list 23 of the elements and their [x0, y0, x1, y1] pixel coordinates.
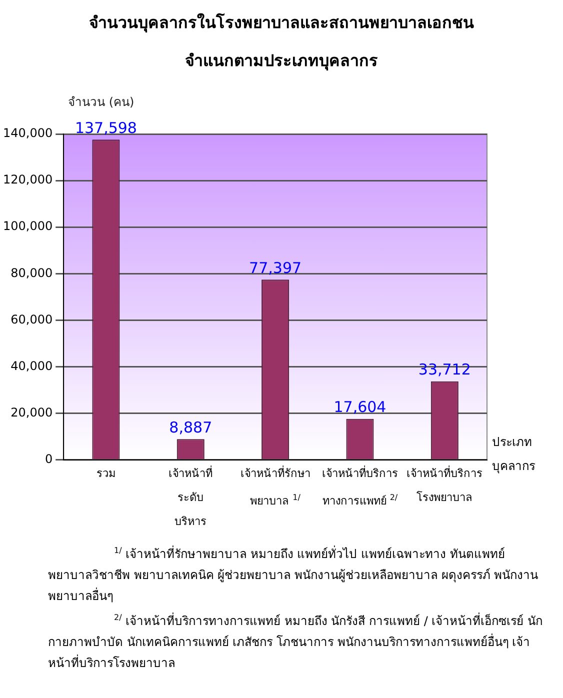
- x-axis-title: ประเภท บุคลากร: [492, 434, 536, 476]
- text: $^{2/}$ เจ้าหน้าที่บริการทางการแพทย์ หมายถึง นักรังสี การแพทย์ / เจ้าหน้าที่เอ็กซเรย์ นักกายภาพบำบัด นักเทคนิคการแพทย์ เภสัชกร โภชนาการ พนักงานบริการทางการแพทย์อื่นๆ เจ้าหน้าที่บริการโรงพยาบาล: [48, 612, 544, 672]
- y-tick-label: 80,000: [10, 266, 53, 280]
- y-tick-label: 0: [44, 452, 53, 466]
- x-tick-label: เจ้าหน้าที่บริการโรงพยาบาล: [406, 464, 484, 506]
- y-axis-title: จำนวน (คน): [68, 94, 134, 111]
- category-label: เจ้าหน้าที่รักษาพยาบาล $^{1/}$: [240, 467, 310, 508]
- y-tick-label: 20,000: [10, 405, 53, 420]
- category-label: เจ้าหน้าที่บริการทางการแพทย์ $^{2/}$: [322, 467, 398, 508]
- y-tick-label: 120,000: [3, 172, 53, 187]
- chart-subtitle: จำแนกตามประเภทบุคลากร: [184, 50, 379, 72]
- x-tick-label: เจ้าหน้าที่ระดับบริหาร: [168, 464, 214, 530]
- y-tick-label: 40,000: [10, 358, 53, 373]
- x-tick-label: รวม: [95, 466, 116, 482]
- text: $^{1/}$ เจ้าหน้าที่รักษาพยาบาล หมายถึง แพทย์ทั่วไป แพทย์เฉพาะทาง ทันตแพทย์ พยาบาลวิชาชีพ พยาบาลเทคนิค ผู้ช่วยพยาบาล พนักงานผู้ช่วยเหลือพยาบาล ผดุงครรภ์ พนักงานพยาบาลอื่นๆ: [48, 544, 540, 605]
- y-tick-label: 100,000: [3, 219, 53, 234]
- data-label: 77,397: [249, 259, 302, 278]
- chart-title: จำนวนบุคลากรในโรงพยาบาลและสถานพยาบาลเอกชน: [88, 12, 475, 34]
- data-label: 137,598: [74, 118, 137, 137]
- y-tick-label: 140,000: [3, 126, 53, 140]
- data-label: 17,604: [334, 398, 386, 416]
- y-tick-label: 60,000: [10, 312, 53, 326]
- data-label: 8,887: [169, 418, 212, 437]
